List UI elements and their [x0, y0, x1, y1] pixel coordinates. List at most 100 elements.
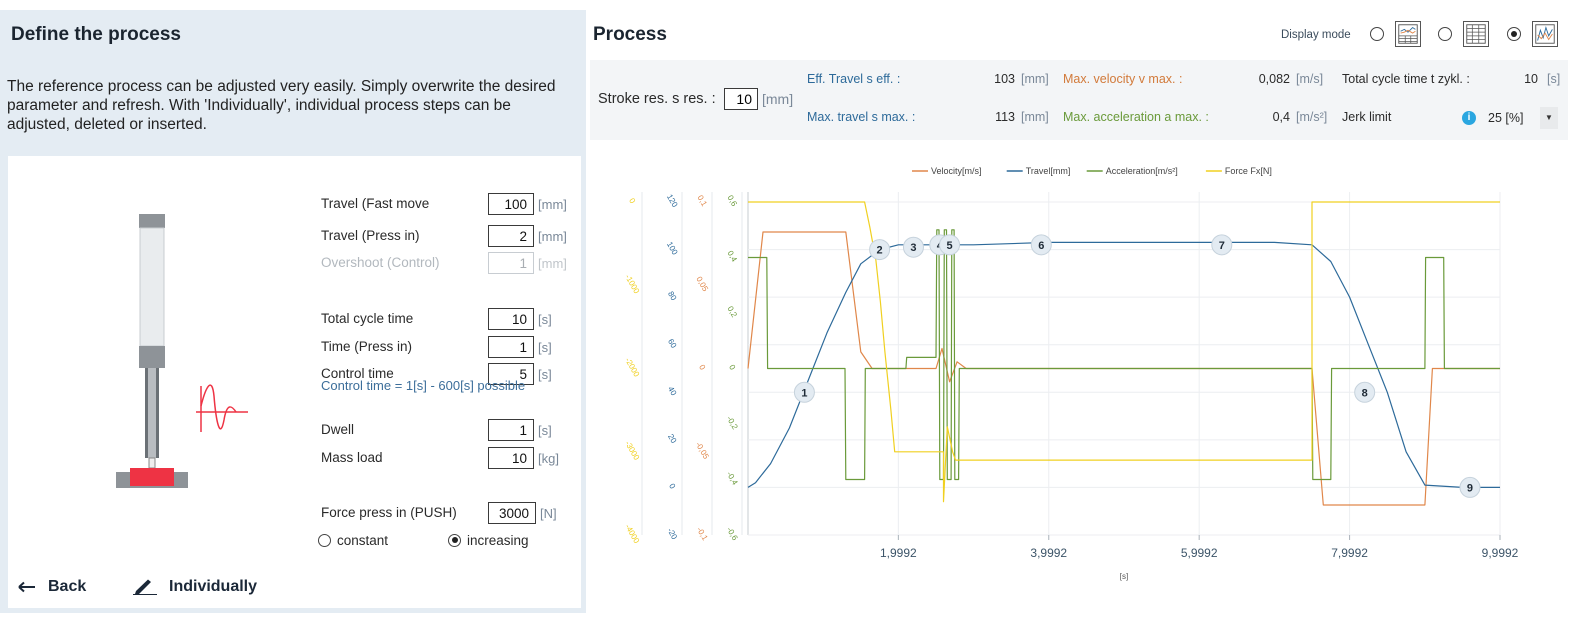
legend-entry: Travel[mm] [1026, 166, 1071, 176]
table-icon[interactable] [1463, 21, 1489, 47]
total-cycle-time-input[interactable] [488, 308, 534, 330]
max-travel-unit: [mm] [1021, 110, 1049, 124]
pencil-icon [133, 579, 157, 595]
individually-button[interactable]: Individually [133, 575, 257, 599]
x-axis-title: [s] [1120, 572, 1128, 581]
param-time-press-in: Time (Press in) [s] [321, 336, 581, 360]
param-mass-load: Mass load [kg] [321, 447, 581, 471]
arrow-left-icon [18, 581, 35, 593]
jerk-limit-value: 25 [%] [1488, 111, 1524, 125]
step-marker-label: 8 [1362, 387, 1368, 399]
display-mode-radio-3[interactable] [1507, 27, 1521, 41]
step-marker-circle [939, 234, 961, 256]
y-tick-label-velocity: 0,1 [695, 194, 709, 209]
param-label: Force press in (PUSH) [321, 505, 457, 520]
param-label: Mass load [321, 450, 383, 465]
param-unit: [s] [538, 340, 552, 355]
info-icon[interactable]: i [1462, 111, 1476, 125]
y-tick-label-acceleration: 0,2 [725, 305, 739, 320]
max-velocity-unit: [m/s] [1296, 72, 1324, 86]
y-tick-label-acceleration: -0,2 [725, 415, 740, 432]
param-force-press-in: Force press in (PUSH) [N] [321, 502, 581, 526]
x-tick-label: 5,9992 [1181, 546, 1218, 560]
chart-icon[interactable] [1532, 21, 1558, 47]
chart-y-axes: 0-1000-2000-3000-4000120100806040200-200… [623, 192, 743, 546]
travel-fast-move-input[interactable] [488, 193, 534, 215]
step-marker-label: 6 [1038, 240, 1044, 252]
control-time-input[interactable] [488, 363, 534, 385]
step-marker-label: 7 [1219, 240, 1225, 252]
travel-press-in-input[interactable] [488, 225, 534, 247]
actuator-bottom-cap [139, 346, 165, 368]
param-unit: [s] [538, 312, 552, 327]
time-press-in-input[interactable] [488, 336, 534, 358]
total-cycle-time-unit: [s] [1547, 72, 1561, 86]
step-marker: 8 [1354, 381, 1376, 403]
force-constant-radio[interactable]: constant [318, 531, 388, 549]
force-press-in-input[interactable] [488, 502, 536, 524]
y-tick-label-force: -4000 [623, 523, 641, 546]
param-control-time: Control time [s] [321, 363, 581, 387]
y-tick-label-velocity: -0,1 [695, 526, 710, 543]
max-acceleration-label: Max. acceleration a max. : [1063, 110, 1209, 124]
step-marker-circle [793, 381, 815, 403]
step-marker: 6 [1030, 234, 1052, 256]
param-unit: [s] [538, 423, 552, 438]
y-tick-label-travel: -20 [665, 526, 679, 541]
param-unit: [s] [538, 367, 552, 382]
back-label: Back [48, 578, 87, 595]
eff-travel-value: 103 [994, 72, 1015, 86]
y-tick-label-force: -3000 [623, 439, 641, 462]
y-tick-label-force: -1000 [623, 273, 641, 296]
step-marker: 9 [1459, 476, 1481, 498]
actuator-body [139, 227, 165, 347]
parameter-card: Travel (Fast move [mm] Travel (Press in)… [8, 156, 581, 608]
total-cycle-time-value: 10 [1524, 72, 1538, 86]
force-curve-icon [200, 384, 237, 430]
max-acceleration-unit: [m/s²] [1296, 110, 1328, 124]
step-marker-circle [902, 236, 924, 258]
step-marker-label: 2 [877, 245, 883, 257]
stroke-resolution-unit: [mm] [762, 91, 794, 107]
step-marker-label: 9 [1467, 482, 1473, 494]
workpiece [130, 468, 174, 486]
process-stats-bar: Stroke res. s res. : [mm] Eff. Travel s … [590, 60, 1568, 140]
dwell-input[interactable] [488, 419, 534, 441]
step-marker-circle [1211, 234, 1233, 256]
step-marker-circle [1030, 234, 1052, 256]
force-increasing-radio[interactable]: increasing [448, 531, 529, 549]
display-mode-radio-2[interactable] [1438, 27, 1452, 41]
step-marker-circle [1354, 381, 1376, 403]
actuator-illustration [116, 214, 248, 488]
series-line-acceleration [748, 229, 1500, 481]
individually-label: Individually [169, 578, 258, 595]
display-mode-radio-1[interactable] [1370, 27, 1384, 41]
stroke-resolution-input[interactable] [724, 88, 758, 110]
step-marker: 3 [902, 236, 924, 258]
y-tick-label-acceleration: 0 [727, 363, 737, 372]
param-unit: [mm] [538, 197, 567, 212]
jerk-limit-select[interactable]: 25 [%] ▼ [1480, 107, 1558, 129]
step-marker: 7 [1211, 234, 1233, 256]
process-chart: Velocity[m/s] Travel[mm] Acceleration[m/s²… [623, 166, 1519, 581]
param-unit: [mm] [538, 229, 567, 244]
y-tick-label-travel: 0 [667, 482, 677, 491]
chart-legend: Velocity[m/s] Travel[mm] Acceleration[m/s²… [912, 166, 1272, 176]
radio-label: increasing [467, 532, 529, 548]
mass-load-input[interactable] [488, 447, 534, 469]
y-tick-label-acceleration: 0,4 [725, 249, 739, 264]
back-button[interactable]: Back [18, 575, 86, 599]
y-tick-label-acceleration: 0,6 [725, 194, 739, 209]
y-tick-label-travel: 100 [665, 240, 680, 257]
chart-with-table-icon[interactable] [1395, 21, 1421, 47]
param-dwell: Dwell [s] [321, 419, 581, 443]
y-tick-label-travel: 20 [666, 433, 679, 446]
legend-entry: Velocity[m/s] [931, 166, 982, 176]
y-tick-label-velocity: -0,05 [694, 440, 711, 461]
define-process-title: Define the process [11, 24, 181, 45]
series-line-travel [747, 241, 1500, 488]
y-tick-label-acceleration: -0,4 [725, 470, 740, 487]
param-label: Travel (Fast move [321, 196, 430, 211]
display-mode-label: Display mode [1281, 29, 1351, 41]
y-tick-label-acceleration: -0,6 [725, 526, 740, 543]
